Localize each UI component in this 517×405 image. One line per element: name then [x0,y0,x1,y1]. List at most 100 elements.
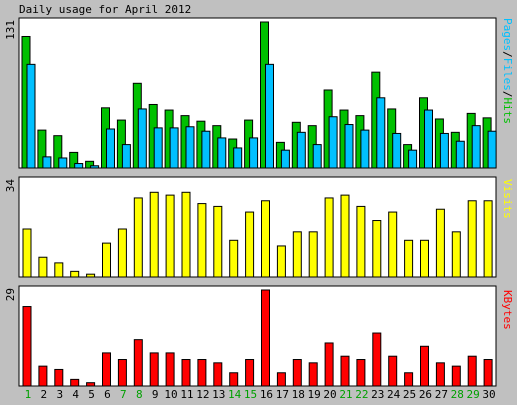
x-tick-label-day-14: 14 [228,388,242,401]
bar-files-day-3 [58,157,68,169]
bar-kbytes-day-7 [117,359,127,387]
bar-files-day-19 [312,144,322,169]
bar-hits-day-7 [116,119,126,169]
bar-files-day-23 [376,97,386,169]
x-tick-label-day-16: 16 [260,388,273,401]
legend-kbytes: KBytes [501,290,514,330]
x-tick-label-day-30: 30 [482,388,495,401]
legend-part-2: Files [501,58,514,91]
legend-part-3: / [501,91,514,98]
bar-visits-day-3 [54,262,64,278]
bar-kbytes-day-26 [420,345,429,387]
bar-files-day-25 [408,149,418,169]
x-tick-label-day-19: 19 [308,388,321,401]
bar-files-day-10 [169,127,179,169]
bar-files-day-18 [296,131,306,169]
bar-visits-day-13 [213,205,223,278]
bar-visits-day-6 [102,242,111,278]
x-tick-label-day-3: 3 [56,388,63,401]
bar-kbytes-day-30 [483,359,493,387]
bar-kbytes-day-4 [70,378,80,387]
bar-kbytes-day-29 [467,355,477,387]
legend-part-4: Hits [501,98,514,125]
bar-visits-day-21 [340,194,350,278]
bar-hits-day-2 [37,129,47,169]
bar-files-day-17 [280,149,290,169]
bar-files-day-11 [185,126,195,169]
bar-kbytes-day-19 [308,362,318,387]
bar-files-day-7 [121,144,131,169]
bar-files-day-24 [392,132,402,169]
bar-kbytes-day-9 [149,352,159,387]
x-tick-label-day-7: 7 [120,388,127,401]
bar-visits-day-10 [165,194,175,278]
x-tick-label-day-2: 2 [41,388,48,401]
x-tick-label-day-5: 5 [88,388,95,401]
legend-hits-files: Pages/Files/Hits [501,18,514,124]
bar-kbytes-day-2 [38,365,48,387]
bar-visits-day-28 [451,231,461,278]
x-tick-label-day-26: 26 [419,388,432,401]
bar-files-day-6 [106,128,115,169]
bar-kbytes-day-1 [22,306,32,387]
x-tick-label-day-23: 23 [371,388,384,401]
bar-files-day-5 [90,165,100,169]
bar-files-day-13 [217,137,227,169]
bar-visits-day-9 [149,191,159,278]
x-tick-label-day-1: 1 [25,388,32,401]
x-tick-label-day-17: 17 [276,388,289,401]
bar-files-day-16 [265,63,274,169]
bar-files-day-21 [344,124,354,169]
bar-kbytes-day-11 [181,359,191,387]
bar-visits-day-17 [276,245,286,278]
x-tick-label-day-28: 28 [451,388,464,401]
panel-visits [18,176,497,278]
bar-visits-day-4 [70,270,80,278]
x-tick-label-day-24: 24 [387,388,401,401]
bar-visits-day-26 [420,239,429,278]
bar-kbytes-day-27 [435,362,445,387]
legend-visits: Visits [501,179,514,219]
bar-visits-day-20 [324,197,334,278]
x-tick-label-day-25: 25 [403,388,416,401]
bar-kbytes-day-17 [276,372,286,387]
bar-files-day-22 [360,129,370,169]
y-max-label-kbytes: 29 [4,288,17,301]
bar-files-day-8 [137,108,147,169]
x-tick-label-day-10: 10 [164,388,177,401]
x-tick-label-day-11: 11 [180,388,193,401]
x-tick-label-day-21: 21 [339,388,352,401]
x-tick-label-day-4: 4 [72,388,79,401]
bar-files-day-4 [74,163,84,169]
bar-visits-day-8 [133,197,143,278]
bar-kbytes-day-14 [229,372,239,387]
bar-kbytes-day-22 [356,359,366,387]
bar-visits-day-2 [38,256,48,278]
bar-visits-day-11 [181,191,191,278]
bar-kbytes-day-21 [340,355,350,387]
bar-hits-day-3 [53,135,63,169]
bar-kbytes-day-16 [261,289,270,387]
bar-visits-day-14 [229,239,239,278]
bar-visits-day-22 [356,205,366,278]
x-tick-label-day-13: 13 [212,388,225,401]
bar-visits-day-19 [308,231,318,278]
x-tick-label-day-6: 6 [104,388,111,401]
x-tick-label-day-8: 8 [136,388,143,401]
x-tick-label-day-22: 22 [355,388,368,401]
bar-files-day-26 [424,109,433,169]
bar-files-day-1 [26,63,36,169]
bar-files-day-9 [153,127,163,169]
bar-visits-day-1 [22,228,32,278]
bar-visits-day-29 [467,200,477,278]
bar-visits-day-30 [483,200,493,278]
panel-kbytes [18,285,497,387]
bar-files-day-27 [439,132,449,169]
legend-part-0: Pages [501,18,514,51]
bar-visits-day-23 [372,220,382,278]
y-max-label-visits: 34 [4,179,17,193]
bar-kbytes-day-23 [372,332,382,387]
x-tick-label-day-29: 29 [467,388,480,401]
bar-kbytes-day-3 [54,368,64,387]
bar-kbytes-day-15 [245,359,255,387]
